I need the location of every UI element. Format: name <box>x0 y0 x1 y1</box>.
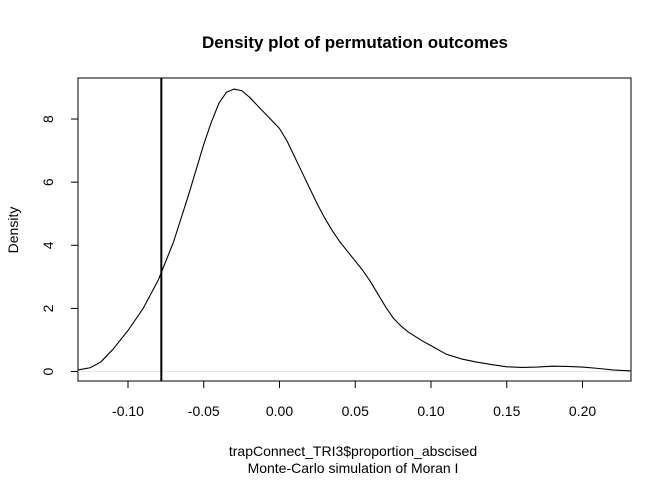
y-tick-label: 8 <box>40 115 56 123</box>
y-tick-label: 0 <box>40 367 56 375</box>
x-tick-label: 0.05 <box>342 403 369 419</box>
plot-frame <box>77 77 632 382</box>
x-tick-label: 0.10 <box>417 403 444 419</box>
y-axis-label: Density <box>5 207 21 254</box>
density-curve <box>77 88 632 372</box>
x-tick-label: 0.15 <box>493 403 520 419</box>
x-tick-label: 0.00 <box>266 403 293 419</box>
x-tick-label: -0.10 <box>112 403 144 419</box>
x-axis-sublabel: Monte-Carlo simulation of Moran I <box>248 460 459 476</box>
x-tick-label: 0.20 <box>569 403 596 419</box>
y-tick-label: 2 <box>40 304 56 312</box>
y-tick-label: 6 <box>40 178 56 186</box>
x-axis-label: trapConnect_TRI3$proportion_abscised <box>229 443 477 459</box>
y-tick-label: 4 <box>40 241 56 249</box>
x-tick-label: -0.05 <box>188 403 220 419</box>
chart-title: Density plot of permutation outcomes <box>202 33 508 52</box>
